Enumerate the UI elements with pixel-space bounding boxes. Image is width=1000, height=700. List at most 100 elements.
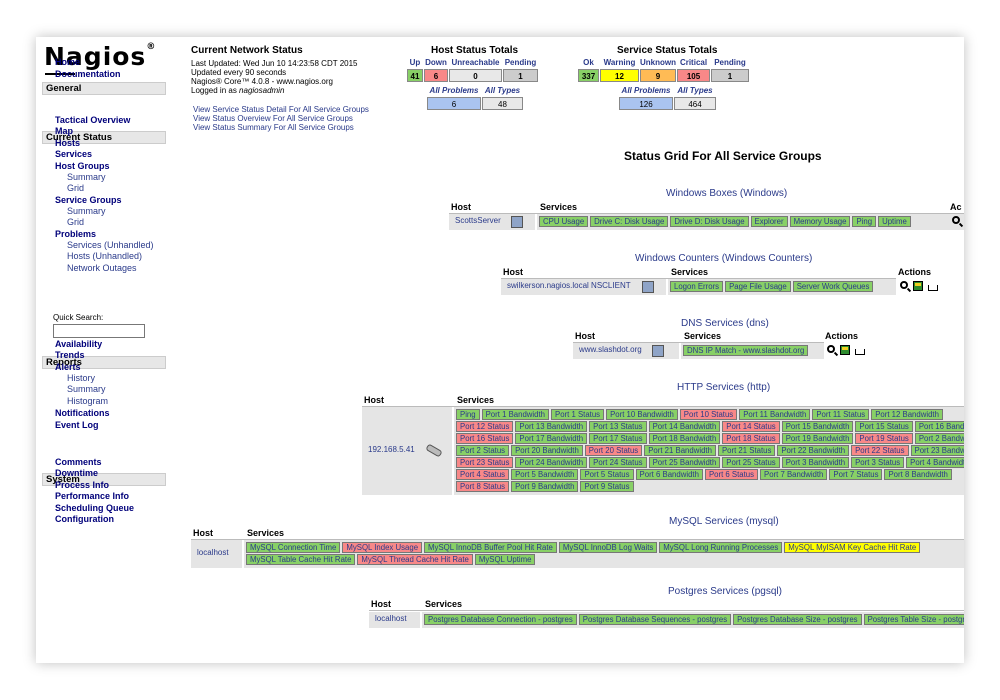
service-port-19-bandwidth[interactable]: Port 19 Bandwidth (781, 433, 854, 444)
service-port-20-bandwidth[interactable]: Port 20 Bandwidth (511, 445, 583, 456)
sidebar-item-hosts-unhandled[interactable]: Hosts (Unhandled) (67, 251, 143, 261)
service-mysql-myisam-key-cache-hit-rate[interactable]: MySQL MyISAM Key Cache Hit Rate (784, 542, 921, 553)
sidebar-item-service-groups[interactable]: Service Groups (55, 195, 122, 205)
service-port-17-status[interactable]: Port 17 Status (589, 433, 647, 444)
sidebar-item-downtime[interactable]: Downtime (55, 468, 99, 478)
sidebar-item-notifications[interactable]: Notifications (55, 408, 110, 418)
service-port-10-bandwidth[interactable]: Port 10 Bandwidth (606, 409, 678, 420)
service-postgres-database-size-postgres[interactable]: Postgres Database Size - postgres (733, 614, 862, 625)
host-name[interactable]: ScottsServer (455, 216, 501, 225)
sidebar-item-configuration[interactable]: Configuration (55, 514, 114, 524)
sidebar-item-services[interactable]: Services (55, 149, 93, 159)
service-port-7-status[interactable]: Port 7 Status (829, 469, 883, 480)
service-port-18-bandwidth[interactable]: Port 18 Bandwidth (648, 433, 721, 444)
service-port-25-bandwidth[interactable]: Port 25 Bandwidth (648, 457, 721, 468)
service-port-6-bandwidth[interactable]: Port 6 Bandwidth (635, 469, 703, 480)
service-port-21-status[interactable]: Port 21 Status (717, 445, 776, 456)
group-title-postgres-services-pgsql[interactable]: Postgres Services (pgsql) (668, 586, 782, 597)
sidebar-item-availability[interactable]: Availability (55, 339, 103, 349)
group-title-dns-services-dns[interactable]: DNS Services (dns) (681, 318, 769, 329)
service-port-9-bandwidth[interactable]: Port 9 Bandwidth (511, 481, 579, 492)
service-port-2-status[interactable]: Port 2 Status (456, 445, 510, 456)
service_totals-count-ok[interactable]: 337 (578, 69, 599, 82)
service-port-15-status[interactable]: Port 15 Status (855, 421, 913, 432)
service_totals-count-pending[interactable]: 1 (711, 69, 749, 82)
server-icon[interactable] (652, 345, 664, 357)
service-port-5-bandwidth[interactable]: Port 5 Bandwidth (511, 469, 579, 480)
sidebar-item-event-log[interactable]: Event Log (55, 420, 99, 430)
service-ping[interactable]: Ping (456, 409, 480, 420)
service-port-3-status[interactable]: Port 3 Status (851, 457, 905, 468)
sidebar-item-alerts[interactable]: Alerts (55, 362, 81, 372)
service-port-8-bandwidth[interactable]: Port 8 Bandwidth (884, 469, 952, 480)
sidebar-item-grid[interactable]: Grid (67, 217, 85, 227)
service-port-18-status[interactable]: Port 18 Status (722, 433, 780, 444)
sidebar-item-network-outages[interactable]: Network Outages (67, 263, 137, 273)
service-port-7-bandwidth[interactable]: Port 7 Bandwidth (760, 469, 828, 480)
sidebar-item-summary[interactable]: Summary (67, 172, 106, 182)
service-mysql-connection-time[interactable]: MySQL Connection Time (246, 542, 341, 553)
service-dns-ip-match-www-slashdot-org[interactable]: DNS IP Match - www.slashdot.org (683, 345, 809, 356)
service-port-19-status[interactable]: Port 19 Status (855, 433, 913, 444)
service-port-23-bandwidth[interactable]: Port 23 Bandwidth (910, 445, 964, 456)
service-mysql-innodb-buffer-pool-hit-rate[interactable]: MySQL InnoDB Buffer Pool Hit Rate (424, 542, 557, 553)
sidebar-item-comments[interactable]: Comments (55, 457, 102, 467)
sidebar-item-problems[interactable]: Problems (55, 229, 97, 239)
group-title-mysql-services-mysql[interactable]: MySQL Services (mysql) (669, 516, 779, 527)
service-port-11-status[interactable]: Port 11 Status (812, 409, 870, 420)
host-name[interactable]: 192.168.5.41 (368, 445, 415, 454)
host-cell[interactable]: swilkerson.nagios.local NSCLIENT (501, 279, 666, 295)
link-service-detail[interactable]: View Service Status Detail For All Servi… (193, 105, 369, 114)
sidebar-item-performance-info[interactable]: Performance Info (55, 491, 130, 501)
service-mysql-index-usage[interactable]: MySQL Index Usage (342, 542, 423, 553)
host-cell[interactable]: localhost (369, 612, 420, 628)
sidebar-item-documentation[interactable]: Documentation (55, 69, 121, 79)
nagios-logo[interactable]: Nagios® (44, 42, 156, 75)
host_totals-count-unreachable[interactable]: 0 (449, 69, 502, 82)
service-port-4-bandwidth[interactable]: Port 4 Bandwidth (906, 457, 964, 468)
performance-chart-icon[interactable] (840, 345, 850, 355)
service-port-12-bandwidth[interactable]: Port 12 Bandwidth (871, 409, 943, 420)
host-name[interactable]: localhost (197, 548, 229, 557)
group-title-http-services-http[interactable]: HTTP Services (http) (677, 382, 771, 393)
service-port-3-bandwidth[interactable]: Port 3 Bandwidth (781, 457, 850, 468)
service-port-1-status[interactable]: Port 1 Status (551, 409, 605, 420)
service-port-10-status[interactable]: Port 10 Status (679, 409, 738, 420)
service-mysql-uptime[interactable]: MySQL Uptime (474, 554, 536, 565)
service-port-8-status[interactable]: Port 8 Status (456, 481, 510, 492)
service-mysql-thread-cache-hit-rate[interactable]: MySQL Thread Cache Hit Rate (357, 554, 473, 565)
group-title-windows-counters-windows-counters[interactable]: Windows Counters (Windows Counters) (635, 253, 813, 264)
service-port-15-bandwidth[interactable]: Port 15 Bandwidth (781, 421, 854, 432)
service-port-21-bandwidth[interactable]: Port 21 Bandwidth (644, 445, 716, 456)
service-postgres-database-sequences-postgres[interactable]: Postgres Database Sequences - postgres (578, 614, 732, 625)
service-mysql-table-cache-hit-rate[interactable]: MySQL Table Cache Hit Rate (246, 554, 356, 565)
service-port-24-bandwidth[interactable]: Port 24 Bandwidth (515, 457, 588, 468)
service_totals-count-critical[interactable]: 105 (677, 69, 710, 82)
sidebar-item-summary[interactable]: Summary (67, 206, 106, 216)
sidebar-item-histogram[interactable]: Histogram (67, 396, 109, 406)
service-postgres-table-size-postgres[interactable]: Postgres Table Size - postgres (863, 614, 964, 625)
host_totals-count-down[interactable]: 6 (424, 69, 448, 82)
magnifier-icon[interactable] (952, 216, 960, 224)
host-name[interactable]: swilkerson.nagios.local NSCLIENT (507, 281, 631, 290)
sidebar-item-scheduling-queue[interactable]: Scheduling Queue (55, 503, 135, 513)
service-port-11-bandwidth[interactable]: Port 11 Bandwidth (739, 409, 811, 420)
service-port-12-status[interactable]: Port 12 Status (456, 421, 514, 432)
service-port-24-status[interactable]: Port 24 Status (589, 457, 647, 468)
service-port-13-bandwidth[interactable]: Port 13 Bandwidth (515, 421, 588, 432)
service-port-22-bandwidth[interactable]: Port 22 Bandwidth (777, 445, 850, 456)
quick-search-input[interactable] (53, 324, 145, 338)
magnifier-icon[interactable] (900, 281, 908, 289)
link-status-summary[interactable]: View Status Summary For All Service Grou… (193, 123, 354, 132)
service-drive-c-disk-usage[interactable]: Drive C: Disk Usage (590, 216, 669, 227)
service-cpu-usage[interactable]: CPU Usage (539, 216, 589, 227)
service-page-file-usage[interactable]: Page File Usage (725, 281, 791, 292)
service-explorer[interactable]: Explorer (750, 216, 788, 227)
host-cell[interactable]: localhost (191, 540, 242, 568)
sidebar-item-summary[interactable]: Summary (67, 384, 106, 394)
service-port-4-status[interactable]: Port 4 Status (456, 469, 510, 480)
host-name[interactable]: localhost (375, 614, 407, 623)
network-map-icon[interactable] (855, 349, 865, 355)
host_totals-all-problems-count[interactable]: 6 (427, 97, 481, 110)
service-port-16-status[interactable]: Port 16 Status (456, 433, 514, 444)
